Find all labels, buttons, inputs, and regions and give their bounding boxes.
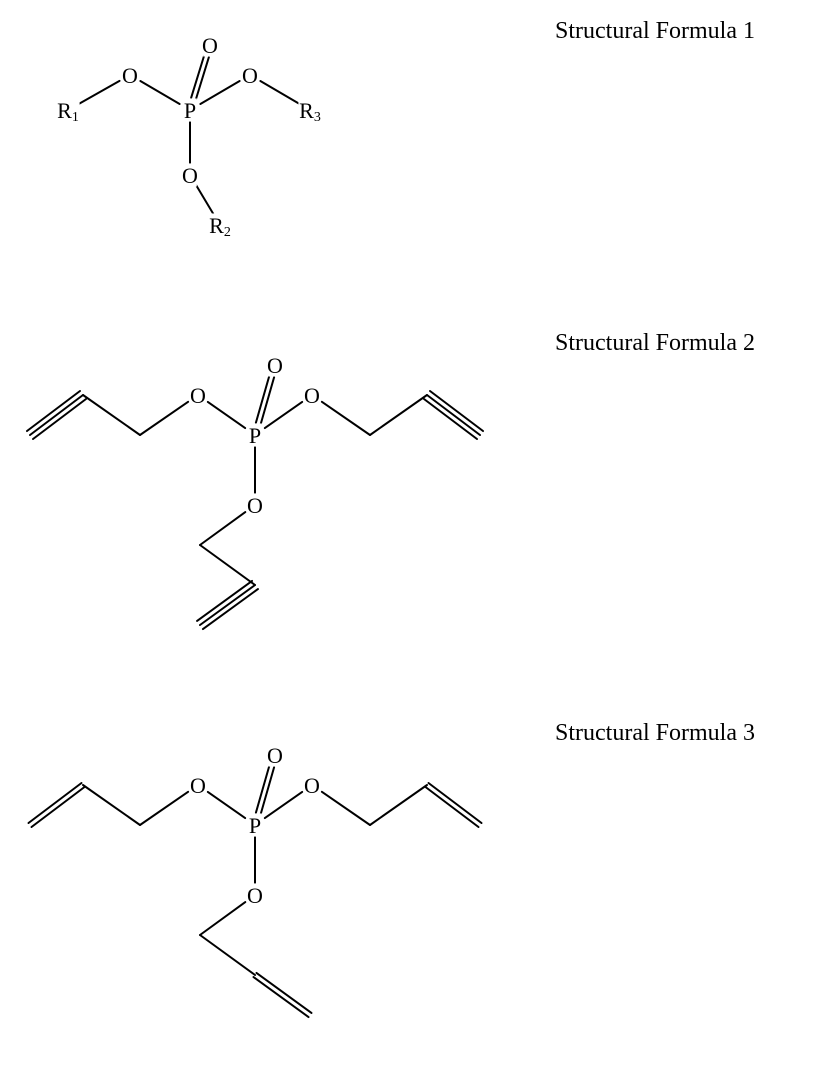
formula3-label: Structural Formula 3	[555, 720, 755, 747]
svg-text:O: O	[304, 773, 320, 798]
formula2-svg: POOOO	[20, 330, 490, 660]
svg-text:O: O	[247, 883, 263, 908]
svg-text:O: O	[202, 33, 218, 58]
formula3-svg: POOOO	[20, 720, 490, 1050]
formula1-label: Structural Formula 1	[555, 18, 755, 45]
svg-text:O: O	[122, 63, 138, 88]
svg-text:O: O	[182, 163, 198, 188]
svg-text:O: O	[267, 743, 283, 768]
svg-text:O: O	[267, 353, 283, 378]
svg-text:P: P	[249, 813, 261, 838]
svg-text:O: O	[242, 63, 258, 88]
page: Structural Formula 1 Structural Formula …	[0, 0, 825, 1087]
formula2-label: Structural Formula 2	[555, 330, 755, 357]
formula1-structure: POOOOR1R2R3	[30, 20, 350, 260]
svg-text:P: P	[249, 423, 261, 448]
formula2-structure: POOOO	[20, 330, 490, 660]
svg-text:P: P	[184, 98, 196, 123]
formula3-structure: POOOO	[20, 720, 490, 1050]
svg-text:O: O	[190, 383, 206, 408]
svg-text:O: O	[304, 383, 320, 408]
svg-text:O: O	[247, 493, 263, 518]
formula1-svg: POOOOR1R2R3	[30, 20, 350, 260]
svg-text:O: O	[190, 773, 206, 798]
